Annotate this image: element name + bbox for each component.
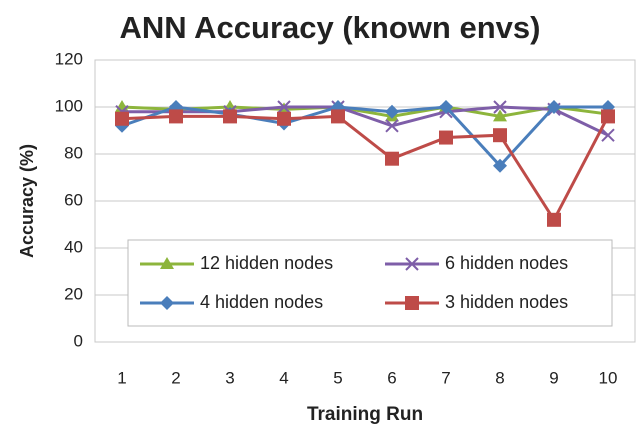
legend-marker [160, 296, 174, 310]
legend-marker [405, 257, 419, 271]
y-tick-label: 80 [64, 143, 83, 162]
x-tick-label: 9 [549, 368, 558, 387]
legend-label: 3 hidden nodes [445, 292, 568, 312]
series-line [121, 105, 609, 118]
x-tick-label: 2 [171, 368, 180, 387]
series-line [121, 105, 608, 168]
y-tick-label: 100 [55, 96, 83, 115]
y-tick-label: 40 [64, 237, 83, 256]
x-tick-label: 3 [225, 368, 234, 387]
legend-marker [405, 296, 419, 310]
x-tick-label: 1 [117, 368, 126, 387]
y-tick-label: 0 [74, 331, 83, 350]
legend-label: 6 hidden nodes [445, 253, 568, 273]
legend: 12 hidden nodes 6 hidden nodes 4 hidden no… [127, 239, 613, 327]
y-tick-label: 20 [64, 284, 83, 303]
marker [223, 109, 237, 124]
legend-box [127, 239, 613, 327]
marker [439, 100, 453, 114]
marker [169, 109, 183, 124]
marker [277, 111, 291, 126]
x-tick-label: 8 [495, 368, 504, 387]
marker [493, 109, 507, 122]
x-tick-label: 6 [387, 368, 396, 387]
marker [547, 212, 561, 227]
marker [331, 109, 345, 124]
chart-title: ANN Accuracy (known envs) [120, 10, 541, 45]
x-tick-label: 4 [279, 368, 288, 387]
marker [493, 128, 507, 143]
x-axis-label: Training Run [307, 404, 423, 425]
marker [385, 104, 399, 119]
y-axis-label: Accuracy (%) [17, 144, 37, 258]
marker [385, 151, 399, 166]
legend-label: 4 hidden nodes [200, 292, 323, 312]
marker [277, 100, 291, 114]
marker [439, 130, 453, 145]
marker [601, 128, 615, 142]
marker [385, 119, 399, 133]
marker [115, 111, 129, 126]
x-tick-label: 10 [599, 368, 618, 387]
marker [493, 158, 507, 173]
x-tick-label: 5 [333, 368, 342, 387]
series-line [121, 114, 610, 223]
x-tick-label: 7 [441, 368, 450, 387]
legend-label: 12 hidden nodes [200, 253, 333, 273]
marker [493, 100, 507, 114]
marker [547, 100, 561, 114]
marker [601, 109, 615, 124]
y-tick-label: 60 [64, 190, 83, 209]
legend-marker [160, 257, 174, 269]
y-tick-label: 120 [55, 49, 83, 68]
